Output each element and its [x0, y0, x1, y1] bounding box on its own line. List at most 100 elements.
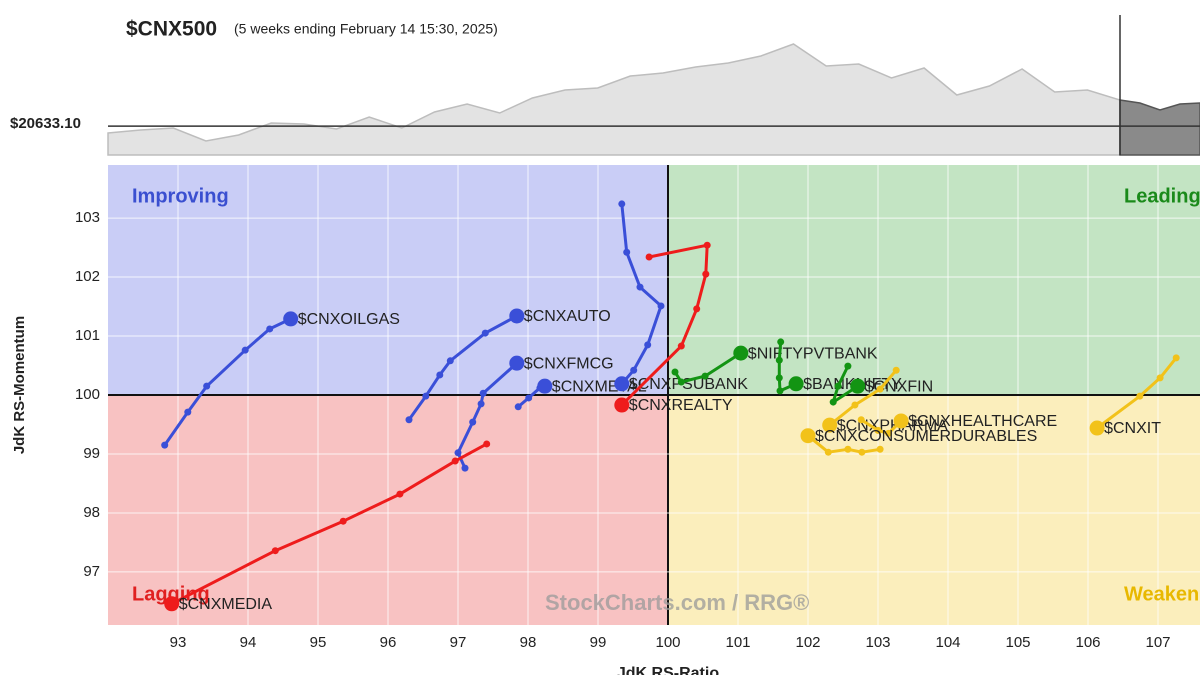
trail-point	[405, 416, 413, 424]
y-tick-label: 101	[75, 327, 100, 344]
watermark: StockCharts.com / RRG®	[545, 590, 809, 615]
benchmark-area	[107, 43, 1121, 156]
trail-point	[876, 385, 884, 393]
trail-point	[874, 426, 882, 434]
trail	[620, 243, 709, 407]
trail-point	[422, 392, 430, 400]
series-label: $CNXOILGAS	[298, 311, 400, 328]
x-tick-label: 105	[1005, 634, 1030, 651]
x-tick-label: 95	[310, 634, 327, 651]
trail-point	[636, 283, 644, 291]
head-point	[509, 355, 525, 371]
trail-point	[618, 200, 626, 208]
series-label: $CNXPSUBANK	[629, 376, 748, 393]
quadrant-label: Leading	[1124, 185, 1200, 207]
x-tick-label: 96	[380, 634, 397, 651]
x-tick-label: 103	[865, 634, 890, 651]
y-tick-label: 98	[83, 504, 100, 521]
trail	[163, 317, 292, 446]
quadrant-label: Improving	[132, 185, 229, 207]
trail-point	[677, 378, 685, 386]
x-tick-label: 94	[240, 634, 257, 651]
trail-point	[851, 401, 859, 409]
series-label: $CNXHEALTHCARE	[908, 413, 1057, 430]
trail-point	[461, 464, 469, 472]
x-tick-label: 102	[795, 634, 820, 651]
trail-point	[885, 429, 892, 437]
trail-point	[775, 374, 783, 382]
trail-point	[271, 547, 279, 555]
trail-point	[645, 253, 653, 261]
y-tick-label: 100	[75, 386, 100, 403]
trail-point	[703, 241, 711, 249]
x-tick-label: 93	[170, 634, 187, 651]
series-label: $CNXFMCG	[524, 355, 614, 372]
trail-point	[657, 302, 665, 310]
trail-point	[525, 394, 533, 402]
trail-point	[775, 356, 783, 364]
trail	[860, 418, 903, 435]
trail-point	[203, 382, 211, 390]
trail-point	[451, 457, 459, 465]
trail	[407, 314, 518, 421]
quadrant	[668, 165, 1200, 395]
trail	[828, 369, 898, 427]
trail-point	[469, 418, 477, 426]
trail-point	[477, 400, 485, 408]
trail-point	[892, 366, 900, 374]
y-tick-label: 99	[83, 445, 100, 462]
head-point	[164, 596, 180, 612]
head-point	[822, 417, 838, 433]
x-tick-label: 100	[655, 634, 680, 651]
y-tick-label: 97	[83, 563, 100, 580]
trail-point	[1156, 374, 1164, 382]
trail-point	[514, 403, 522, 411]
head-point	[537, 378, 553, 394]
trail-point	[701, 372, 709, 380]
trail-point	[844, 362, 852, 370]
trail-point	[623, 248, 631, 256]
trail-point	[161, 441, 169, 449]
quadrant-label: Lagging	[132, 583, 210, 605]
x-tick-label: 104	[935, 634, 960, 651]
quadrant-label: Weakening	[1124, 583, 1200, 605]
head-point	[614, 397, 630, 413]
x-tick-label: 106	[1075, 634, 1100, 651]
trail-point	[834, 382, 842, 390]
head-point	[850, 378, 866, 394]
trail	[171, 442, 488, 606]
x-tick-label: 98	[520, 634, 537, 651]
trail-point	[876, 445, 884, 453]
x-tick-label: 107	[1145, 634, 1170, 651]
head-point	[283, 311, 299, 327]
head-point	[733, 345, 749, 361]
trail	[673, 351, 742, 384]
trail-point	[630, 366, 638, 374]
x-tick-label: 99	[590, 634, 607, 651]
trail-point	[844, 445, 852, 453]
series-label: $CNXREALTY	[629, 397, 733, 414]
trail	[1096, 356, 1178, 430]
series-label: $CNXCONSUMERDURABLES	[815, 428, 1037, 445]
head-point	[1089, 420, 1105, 436]
series-label: $CNXIT	[1104, 420, 1161, 437]
head-point	[893, 413, 909, 429]
trail-point	[702, 270, 710, 278]
trail-point	[454, 449, 462, 457]
trail-point	[184, 408, 192, 416]
trail-point	[858, 448, 866, 456]
head-point	[788, 376, 804, 392]
x-tick-label: 97	[450, 634, 467, 651]
trail-point	[824, 448, 832, 456]
head-point	[800, 428, 816, 444]
trail-point	[829, 398, 837, 406]
y-tick-label: 102	[75, 268, 100, 285]
trail-point	[776, 387, 784, 395]
trail	[831, 365, 859, 404]
trail-point	[241, 346, 249, 354]
trail-point	[857, 416, 865, 424]
trail-point	[693, 305, 701, 313]
trail-point	[671, 368, 679, 376]
